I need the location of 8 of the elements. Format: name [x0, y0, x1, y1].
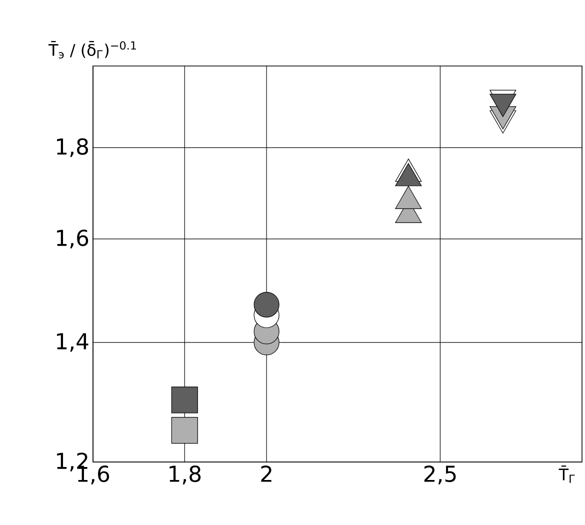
y-tick-label: 1,8 — [57, 138, 88, 158]
y-axis-title: T̄$_{э}$ / (δ̄$_{Г}$)$^{−0.1}$ — [48, 40, 136, 59]
x-tick-label: 2 — [261, 466, 272, 482]
y-tick-label: 1,6 — [57, 230, 88, 248]
x-tick-label: 2,5 — [424, 466, 456, 484]
x-axis-title: T̄$_{Г}$ — [558, 466, 575, 483]
y-tick-label: 1,4 — [57, 333, 88, 352]
x-tick-label: 1,8 — [170, 466, 201, 484]
